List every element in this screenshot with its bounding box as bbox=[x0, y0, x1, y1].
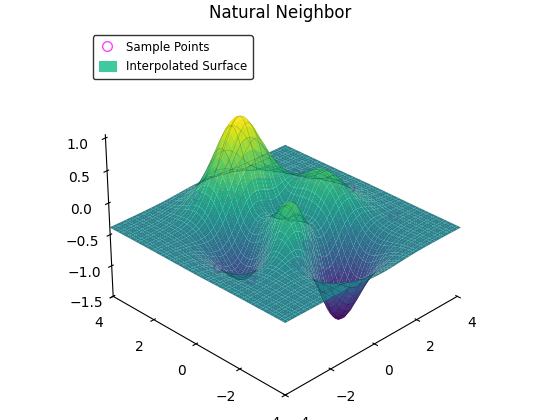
Title: Natural Neighbor: Natural Neighbor bbox=[209, 4, 351, 22]
Legend: Sample Points, Interpolated Surface: Sample Points, Interpolated Surface bbox=[92, 35, 253, 79]
